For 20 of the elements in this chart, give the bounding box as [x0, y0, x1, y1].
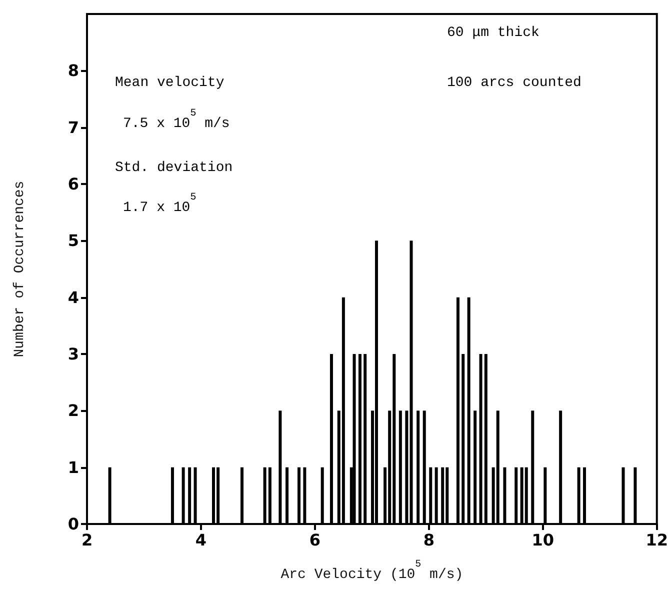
y-tick-label: 1 [68, 458, 79, 477]
x-tick-label: 12 [646, 530, 668, 550]
y-tick-label: 7 [68, 118, 79, 137]
y-tick-label: 8 [68, 61, 79, 80]
x-tick-label: 4 [195, 530, 207, 550]
x-tick-label: 8 [423, 530, 434, 550]
x-tick-label: 6 [309, 530, 321, 550]
y-tick-label: 0 [68, 514, 79, 534]
y-tick-label: 2 [68, 401, 79, 420]
x-tick-label: 10 [532, 530, 554, 550]
x-tick-label: 2 [81, 530, 93, 550]
y-tick-label: 4 [68, 288, 79, 307]
y-tick-label: 3 [68, 344, 79, 364]
annotation: Std. deviation [115, 160, 233, 176]
annotation: 100 arcs counted [447, 75, 582, 91]
y-axis-title: Number of Occurrences [12, 180, 28, 358]
annotation: 60 μm thick [447, 25, 540, 41]
y-tick-label: 5 [68, 231, 79, 250]
y-tick-label: 6 [68, 174, 79, 194]
annotation: Mean velocity [115, 75, 224, 91]
